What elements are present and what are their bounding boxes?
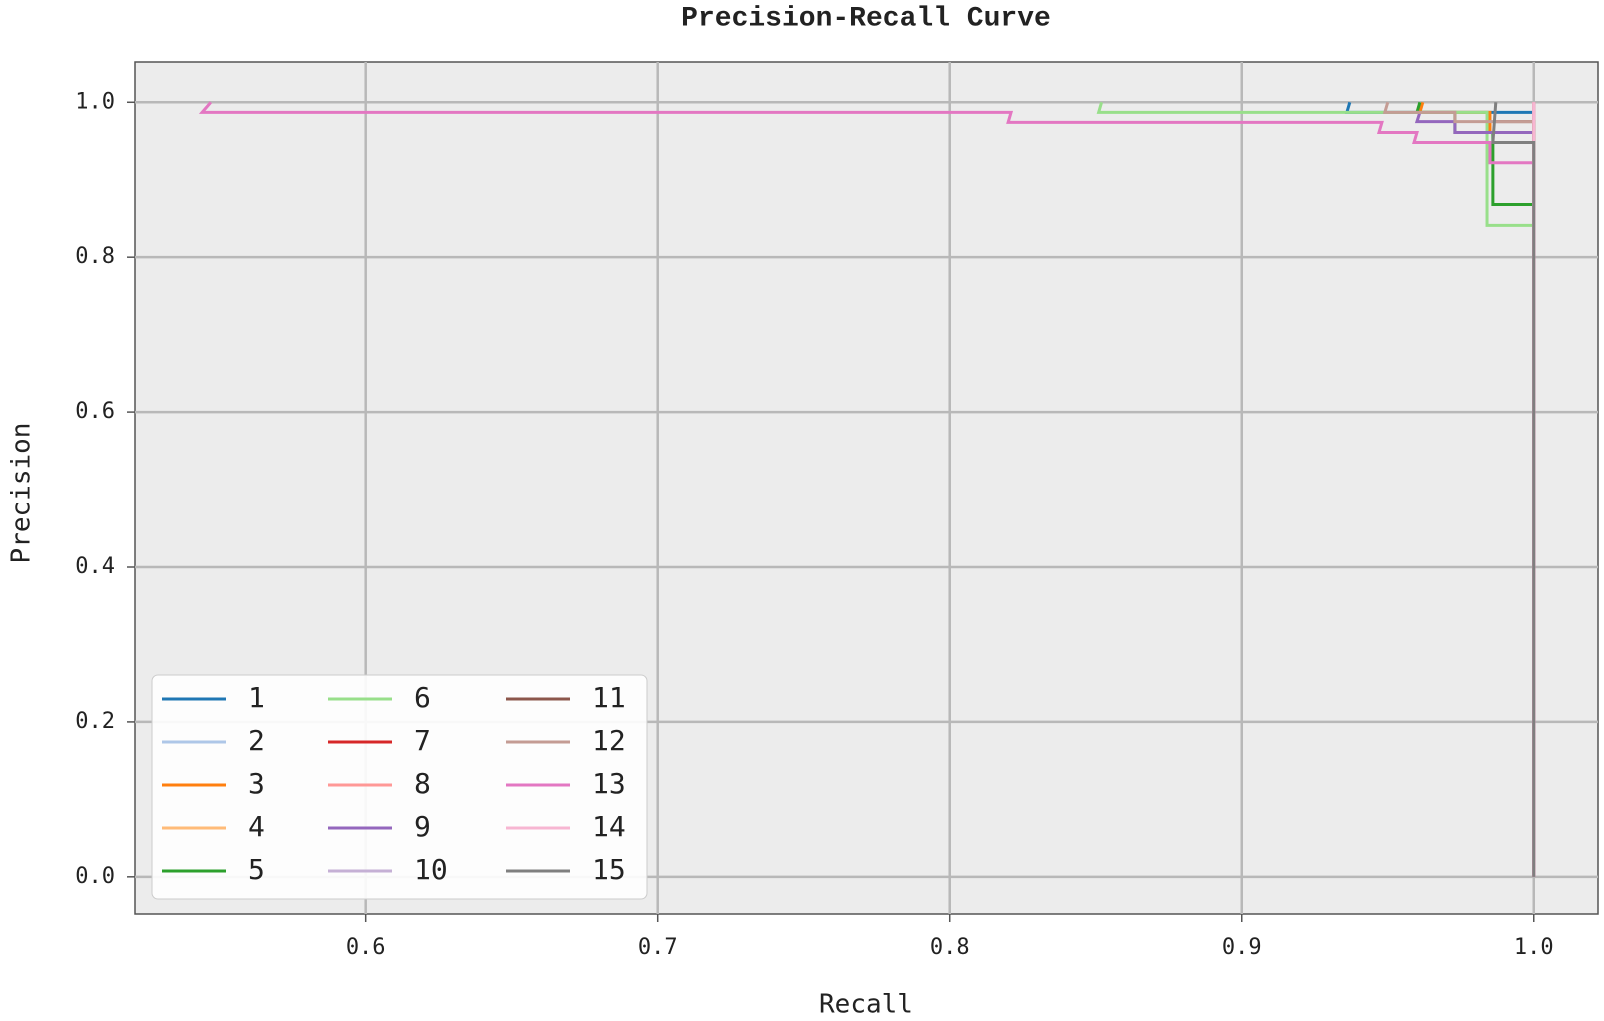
- legend-label: 10: [414, 853, 448, 886]
- legend-label: 2: [248, 724, 265, 757]
- y-tick-label: 0.4: [75, 554, 115, 579]
- legend-label: 1: [248, 681, 265, 714]
- y-tick-label: 0.6: [75, 399, 115, 424]
- legend-label: 15: [592, 853, 626, 886]
- y-tick-label: 0.0: [75, 864, 115, 889]
- y-tick-label: 1.0: [75, 89, 115, 114]
- chart-title: Precision-Recall Curve: [681, 3, 1051, 34]
- x-tick-label: 0.6: [346, 935, 386, 960]
- legend-label: 4: [248, 810, 265, 843]
- x-tick-label: 1.0: [1514, 935, 1554, 960]
- series-line: [1491, 102, 1536, 877]
- legend-box: [151, 674, 648, 900]
- legend-label: 14: [592, 810, 626, 843]
- y-axis-label: Precision: [7, 423, 37, 564]
- legend-label: 11: [592, 681, 626, 714]
- legend-label: 6: [414, 681, 431, 714]
- x-tick-label: 0.8: [930, 935, 970, 960]
- legend-label: 12: [592, 724, 626, 757]
- legend-label: 7: [414, 724, 431, 757]
- legend-label: 5: [248, 853, 265, 886]
- y-tick-label: 0.8: [75, 244, 115, 269]
- x-tick-label: 0.9: [1222, 935, 1262, 960]
- x-axis-label: Recall: [819, 990, 913, 1020]
- legend-label: 13: [592, 767, 626, 800]
- legend-label: 3: [248, 767, 265, 800]
- legend-label: 8: [414, 767, 431, 800]
- series-line: [198, 101, 1536, 877]
- x-tick-label: 0.7: [638, 935, 678, 960]
- y-tick-label: 0.2: [75, 709, 115, 734]
- legend-label: 9: [414, 810, 431, 843]
